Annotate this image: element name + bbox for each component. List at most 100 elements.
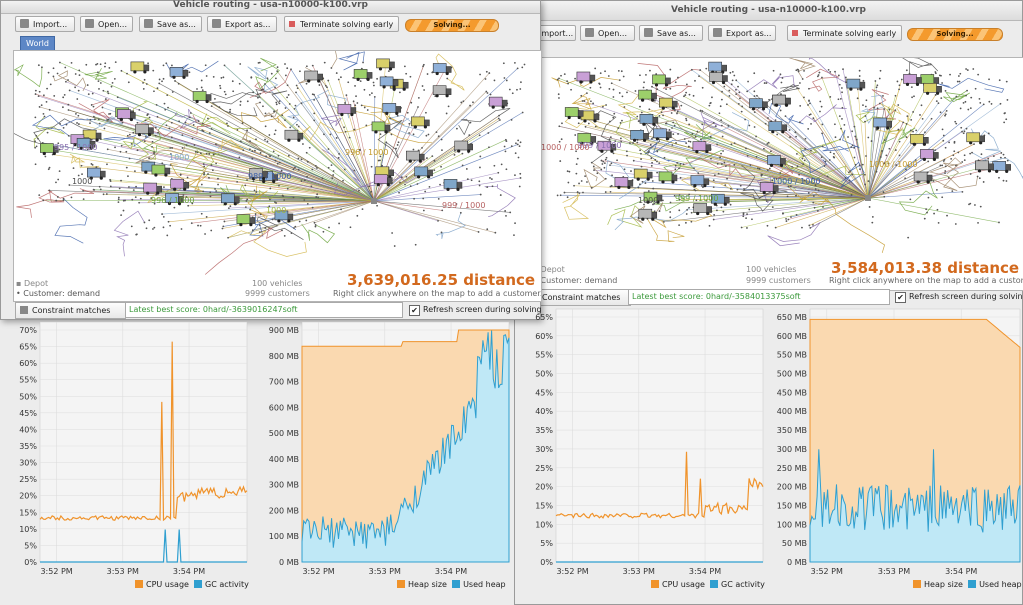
customer-dot: [882, 191, 885, 194]
vehicle-cab: [859, 81, 866, 89]
customer-dot: [113, 77, 116, 80]
customer-dot: [939, 111, 942, 114]
customer-dot: [461, 152, 464, 155]
route-line: [683, 96, 869, 199]
tab-world[interactable]: World: [20, 36, 55, 50]
route-line: [785, 115, 869, 199]
customer-dot: [840, 127, 842, 130]
terminate-button[interactable]: Terminate solving early: [284, 16, 399, 32]
customer-dot: [887, 162, 890, 165]
save-as-button[interactable]: Save as...: [639, 25, 703, 41]
customer-dot: [255, 191, 258, 193]
customer-dot: [718, 112, 721, 115]
customer-dot: [169, 147, 172, 149]
import-button[interactable]: Import...: [15, 16, 75, 32]
customer-dot: [940, 97, 943, 100]
customer-dot: [241, 122, 244, 125]
customer-dot: [231, 80, 234, 83]
refresh-checkbox[interactable]: ✔ Refresh screen during solving: [409, 303, 542, 316]
customer-dot: [875, 86, 878, 89]
vehicle-icon: [597, 140, 617, 153]
open-button[interactable]: Open...: [80, 16, 133, 32]
vehicle-icon: [236, 214, 256, 227]
customer-dot: [417, 106, 419, 108]
customer-dot: [229, 108, 232, 111]
route-line: [319, 79, 375, 202]
customer-dot: [356, 214, 359, 217]
route-map[interactable]: 995 / 1000 996 / 1000 989 / 1000 996 / 1000…: [13, 50, 542, 302]
vehicle-icon: [371, 121, 391, 134]
vehicle-cab: [297, 132, 304, 140]
customer-dot: [727, 125, 730, 127]
customer-dot: [709, 101, 712, 104]
customer-dot: [62, 106, 64, 109]
best-score-field: Latest best score: 0hard/-3584013375soft: [628, 289, 890, 305]
customer-dot: [590, 100, 592, 103]
customer-dot: [37, 64, 40, 67]
customer-dot: [596, 172, 599, 175]
vehicle-icon: [653, 128, 672, 141]
export-as-button[interactable]: Export as...: [708, 25, 776, 41]
customer-dot: [600, 168, 603, 171]
vehicle-wheel: [771, 130, 775, 134]
route-line: [867, 159, 945, 199]
customer-dot: [359, 149, 362, 151]
customer-dot: [590, 161, 593, 164]
customer-dot: [966, 69, 969, 71]
route-path: [38, 188, 95, 203]
customer-dot: [841, 91, 843, 94]
route-path: [240, 109, 290, 129]
vehicle-cab: [53, 146, 59, 153]
vehicle-icon: [659, 97, 678, 110]
route-line: [867, 159, 916, 199]
customer-dot: [695, 199, 698, 202]
customer-dot: [829, 151, 832, 154]
customer-dot: [169, 164, 172, 166]
route-path: [683, 124, 715, 150]
customer-dot: [678, 209, 681, 212]
open-button[interactable]: Open...: [580, 25, 635, 41]
customer-dot: [696, 130, 699, 133]
customer-dot: [171, 91, 174, 93]
customer-dot: [669, 87, 672, 90]
customer-dot: [139, 197, 142, 200]
vehicle-icon: [759, 182, 779, 195]
customer-dot: [62, 126, 65, 129]
customer-dot: [440, 138, 443, 141]
customer-dot: [865, 99, 868, 102]
customer-dot: [807, 191, 810, 194]
vehicle-body: [767, 155, 781, 165]
vehicle-wheel: [915, 82, 920, 86]
open-label: Open...: [98, 20, 127, 29]
y-tick-label: 50 MB: [782, 539, 807, 548]
customer-dot: [614, 140, 617, 143]
route-line: [857, 89, 869, 199]
route-line: [373, 106, 419, 202]
customer-dot: [566, 170, 569, 173]
route-line: [665, 123, 869, 199]
route-line: [282, 115, 375, 202]
customer-dot: [178, 120, 181, 123]
customer-dot: [845, 81, 847, 84]
customer-dot: [808, 87, 810, 90]
vehicle-cab: [234, 196, 240, 204]
export-as-button[interactable]: Export as...: [207, 16, 277, 32]
customer-dot: [313, 99, 316, 101]
vehicle-wheel: [593, 119, 597, 123]
customer-dot: [878, 77, 881, 80]
constraint-matches-button[interactable]: Constraint matches: [537, 289, 631, 306]
customer-dot: [376, 204, 378, 207]
customer-dot: [208, 176, 210, 179]
vehicle-cab: [780, 158, 786, 165]
customer-dot: [511, 92, 514, 95]
customer-dot: [940, 74, 942, 77]
customer-dot: [605, 156, 608, 159]
route-map[interactable]: 999 / 1000 999 / 1000 1000 / 1000 1000 / 10…: [537, 57, 1023, 291]
terminate-button[interactable]: Terminate solving early: [787, 25, 902, 41]
save-as-button[interactable]: Save as...: [139, 16, 202, 32]
customer-dot: [505, 168, 508, 171]
customer-dot: [645, 73, 647, 76]
customer-dot: [91, 92, 94, 95]
refresh-checkbox[interactable]: ✔ Refresh screen during solving: [895, 290, 1023, 303]
constraint-matches-button[interactable]: Constraint matches: [15, 302, 126, 319]
